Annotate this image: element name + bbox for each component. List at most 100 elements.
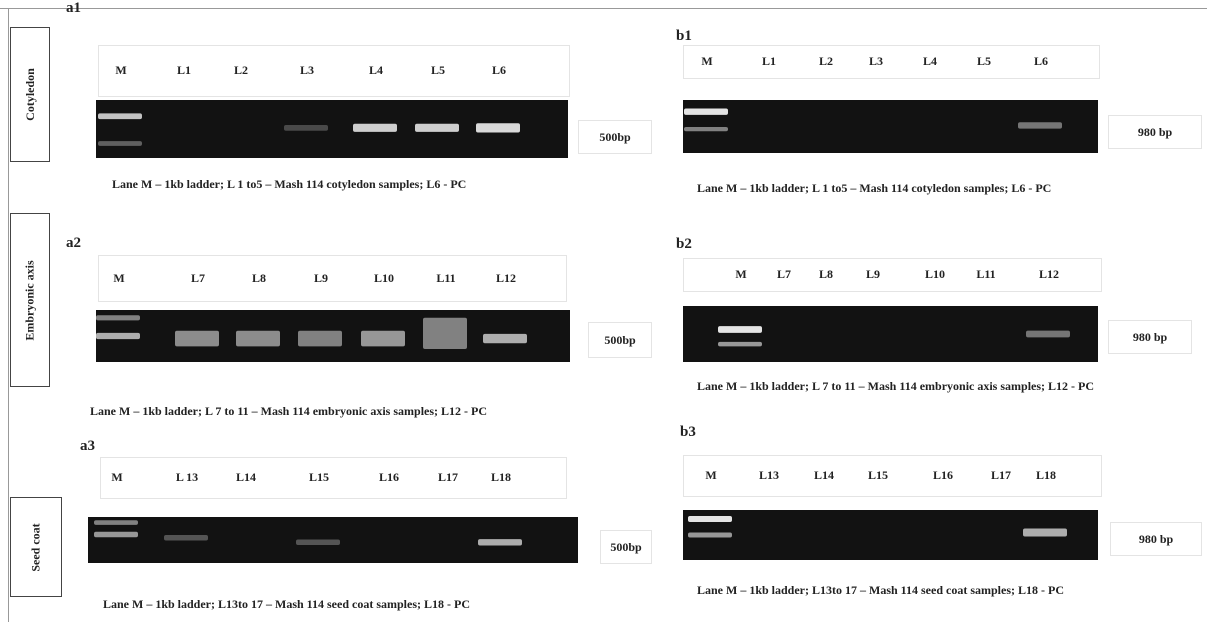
lane-label: L12	[1039, 267, 1059, 282]
gel-image	[96, 100, 568, 158]
lane-label: L3	[869, 54, 883, 69]
lane-label: L1	[177, 63, 191, 78]
lane-label: L9	[866, 267, 880, 282]
gel-band	[423, 318, 467, 349]
lane-label: L16	[933, 468, 953, 483]
gel-band	[718, 342, 762, 346]
caption: Lane M – 1kb ladder; L13to 17 – Mash 114…	[697, 582, 1097, 599]
gel-band	[98, 141, 142, 146]
lane-label: L2	[819, 54, 833, 69]
gel-band	[96, 333, 140, 339]
lane-label: M	[111, 470, 122, 485]
row-label-box: Cotyledon	[10, 27, 50, 162]
lane-label: L8	[819, 267, 833, 282]
lane-label: L2	[234, 63, 248, 78]
gel-band	[361, 331, 405, 347]
gel-band	[96, 315, 140, 320]
gel-band	[94, 532, 138, 538]
gel-band	[296, 540, 340, 546]
lane-label: L15	[309, 470, 329, 485]
lane-label: L15	[868, 468, 888, 483]
lane-label: L7	[191, 271, 205, 286]
gel-band	[164, 535, 208, 541]
band-size: 980 bp	[1110, 522, 1202, 556]
gel-band	[1018, 122, 1062, 128]
caption: Lane M – 1kb ladder; L13to 17 – Mash 114…	[103, 596, 573, 613]
row-label: Seed coat	[28, 523, 43, 571]
lane-label: M	[701, 54, 712, 69]
figure: CotyledonEmbryonic axisSeed coata1ML1L2L…	[0, 0, 1207, 622]
gel-band	[298, 331, 342, 347]
gel-band	[478, 539, 522, 545]
band-size: 980 bp	[1108, 115, 1202, 149]
lane-label: L6	[1034, 54, 1048, 69]
lane-label: L17	[991, 468, 1011, 483]
lane-label: M	[705, 468, 716, 483]
panel-label: b2	[676, 236, 692, 253]
caption: Lane M – 1kb ladder; L 1 to5 – Mash 114 …	[697, 180, 1097, 197]
gel-band	[175, 331, 219, 347]
lane-label: L11	[976, 267, 995, 282]
lane-label: L7	[777, 267, 791, 282]
lane-label: L18	[1036, 468, 1056, 483]
lane-header: M L7 L8 L9 L10 L11 L12	[683, 258, 1102, 292]
lane-label: L18	[491, 470, 511, 485]
row-label: Cotyledon	[23, 68, 38, 121]
panel-label: a2	[66, 235, 81, 252]
lane-label: L8	[252, 271, 266, 286]
gel-image	[683, 306, 1098, 362]
band-size: 500bp	[588, 322, 652, 358]
lane-label: L5	[431, 63, 445, 78]
caption: Lane M – 1kb ladder; L 1 to5 – Mash 114 …	[112, 176, 582, 193]
caption: Lane M – 1kb ladder; L 7 to 11 – Mash 11…	[90, 403, 560, 420]
gel-image	[88, 517, 578, 563]
gel-band	[688, 516, 732, 522]
lane-label: L10	[925, 267, 945, 282]
lane-header: M L13 L14 L15 L16 L17 L18	[683, 455, 1102, 497]
lane-label: M	[113, 271, 124, 286]
gel-image	[683, 510, 1098, 560]
row-label: Embryonic axis	[23, 260, 38, 340]
gel-band	[415, 124, 459, 132]
gel-band	[98, 113, 142, 119]
band-size: 980 bp	[1108, 320, 1192, 354]
left-border	[8, 8, 9, 622]
lane-label: L14	[236, 470, 256, 485]
caption: Lane M – 1kb ladder; L 7 to 11 – Mash 11…	[697, 378, 1097, 395]
gel-band	[94, 520, 138, 525]
top-border	[0, 8, 1207, 9]
lane-label: L9	[314, 271, 328, 286]
lane-label: M	[735, 267, 746, 282]
gel-band	[483, 334, 527, 343]
lane-label: L4	[923, 54, 937, 69]
lane-header: M L 13 L14 L15 L16 L17 L18	[100, 457, 567, 499]
band-size: 500bp	[578, 120, 652, 154]
gel-image	[96, 310, 570, 362]
panel-label: b1	[676, 28, 692, 45]
panel-label: a3	[80, 438, 95, 455]
gel-band	[1026, 331, 1070, 338]
lane-label: L17	[438, 470, 458, 485]
lane-label: L14	[814, 468, 834, 483]
lane-label: L1	[762, 54, 776, 69]
gel-image	[683, 100, 1098, 153]
lane-label: M	[115, 63, 126, 78]
panel-label: b3	[680, 424, 696, 441]
gel-band	[684, 127, 728, 131]
lane-label: L3	[300, 63, 314, 78]
lane-label: L 13	[176, 470, 198, 485]
lane-label: L11	[436, 271, 455, 286]
lane-label: L13	[759, 468, 779, 483]
lane-label: L12	[496, 271, 516, 286]
lane-label: L16	[379, 470, 399, 485]
row-label-box: Embryonic axis	[10, 213, 50, 387]
lane-label: L6	[492, 63, 506, 78]
gel-band	[353, 124, 397, 132]
gel-band	[1023, 529, 1067, 537]
band-size: 500bp	[600, 530, 652, 564]
gel-band	[476, 123, 520, 132]
gel-band	[718, 326, 762, 333]
